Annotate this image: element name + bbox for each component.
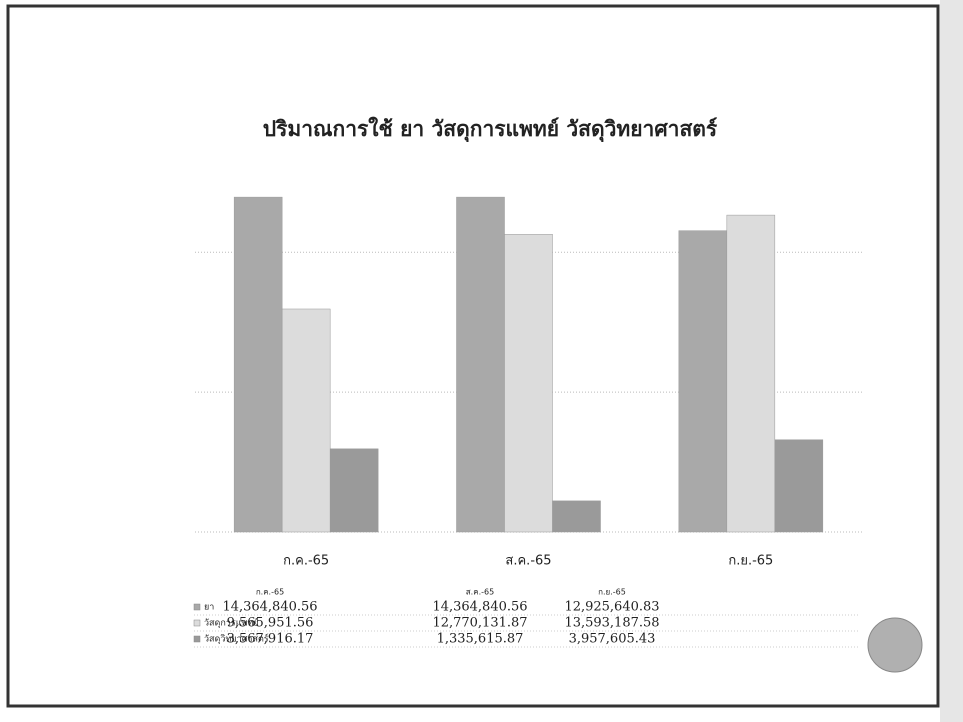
legend-swatch (193, 635, 201, 643)
legend-swatch (193, 619, 201, 627)
decoration-circle (867, 617, 923, 673)
frame (6, 4, 940, 708)
bar (281, 308, 331, 533)
legend-label: วัสดุการแพทย์ (204, 617, 259, 629)
table-cell: 14,364,840.56 (432, 600, 527, 615)
legend-label: วัสดุวิทยาศาสตร์ (204, 633, 269, 645)
table-cell: 3,567,916.17 (227, 632, 314, 647)
bar (774, 439, 824, 533)
table-cell: 3,957,605.43 (569, 632, 656, 647)
table-cell: 14,364,840.56 (222, 600, 317, 615)
bar (329, 448, 379, 533)
legend-swatch (193, 603, 201, 611)
bar (456, 196, 505, 533)
x-tick-label: ก.ย.-65 (728, 554, 773, 569)
table-header: ส.ค.-65 (466, 588, 494, 597)
bar (552, 500, 601, 533)
bar (678, 230, 728, 533)
table-cell: 13,593,187.58 (564, 616, 659, 631)
table-cell: 12,770,131.87 (432, 616, 527, 631)
legend-label: ยา (204, 603, 214, 613)
table-header: ก.ค.-65 (256, 588, 284, 597)
chart-title: ปริมาณการใช้ ยา วัสดุการแพทย์ วัสดุวิทยา… (263, 116, 718, 143)
bar (233, 196, 283, 533)
table-cell: 1,335,615.87 (437, 632, 524, 647)
table-header: ก.ย.-65 (598, 588, 626, 597)
bar (504, 234, 553, 533)
x-tick-label: ส.ค.-65 (505, 554, 551, 569)
table-cell: 12,925,640.83 (564, 600, 659, 615)
right-edge (940, 0, 963, 722)
x-tick-label: ก.ค.-65 (283, 554, 329, 569)
bar (726, 214, 776, 533)
table-cell: 9,565,951.56 (227, 616, 314, 631)
